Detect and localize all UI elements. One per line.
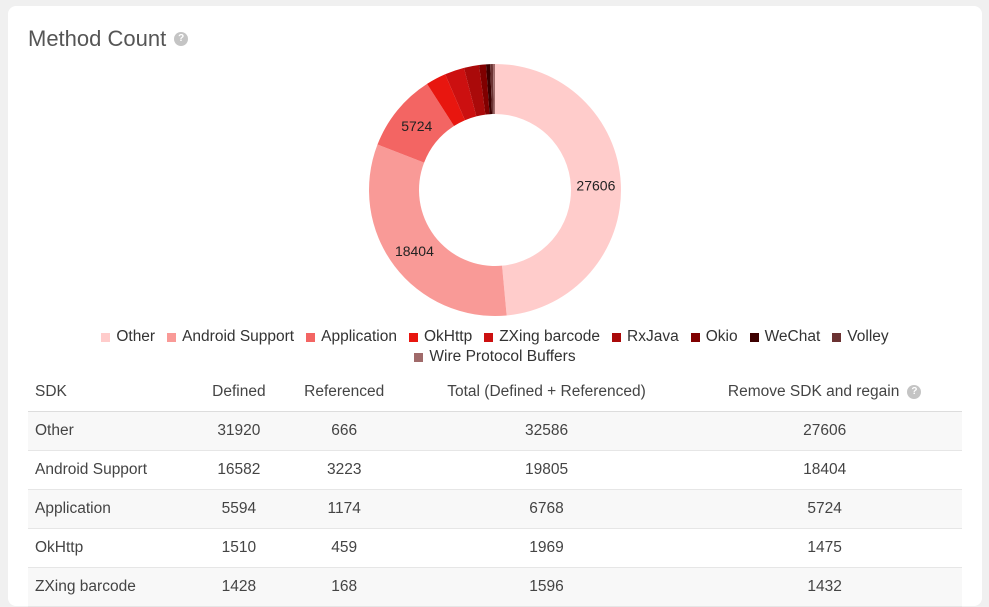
cell-referenced: 1174 bbox=[282, 489, 406, 529]
legend-item-application[interactable]: Application bbox=[306, 328, 397, 346]
cell-regain: 1475 bbox=[687, 528, 962, 568]
pie-slice-zxing-barcode[interactable] bbox=[445, 67, 477, 121]
cell-defined: 1428 bbox=[195, 567, 283, 607]
cell-defined: 16582 bbox=[195, 450, 283, 490]
cell-sdk: OkHttp bbox=[28, 528, 196, 568]
chart-legend: Other Android Support Application OkHttp ZXi… bbox=[68, 328, 922, 366]
col-header-sdk[interactable]: SDK bbox=[28, 372, 196, 412]
legend-label: Other bbox=[116, 328, 156, 345]
legend-item-okio[interactable]: Okio bbox=[690, 328, 738, 346]
pie-slice-application[interactable] bbox=[377, 83, 455, 163]
help-icon[interactable]: ? bbox=[907, 384, 922, 399]
col-header-defined[interactable]: Defined bbox=[195, 372, 283, 412]
legend-label: Wire Protocol Buffers bbox=[429, 348, 576, 365]
cell-sdk: Other bbox=[28, 411, 196, 451]
data-label-application: 5724 bbox=[401, 118, 432, 134]
pie-slice-okhttp[interactable] bbox=[427, 74, 465, 126]
legend-item-rxjava[interactable]: RxJava bbox=[612, 328, 679, 346]
help-icon[interactable]: ? bbox=[174, 32, 189, 46]
table-row: Application 5594 1174 6768 5724 bbox=[28, 489, 962, 529]
legend-item-other[interactable]: Other bbox=[101, 328, 155, 346]
legend-swatch bbox=[408, 332, 418, 342]
legend-swatch bbox=[414, 352, 424, 362]
data-label-android-support: 18404 bbox=[395, 243, 434, 259]
cell-referenced: 168 bbox=[282, 567, 406, 607]
legend-label: OkHttp bbox=[423, 328, 473, 345]
cell-total: 1596 bbox=[405, 567, 688, 607]
donut-chart-svg: 27606 18404 5724 bbox=[369, 64, 622, 316]
legend-swatch bbox=[832, 332, 842, 342]
col-header-remove-sdk-label: Remove SDK and regain bbox=[727, 382, 900, 400]
pie-slice-okio[interactable] bbox=[479, 64, 490, 115]
legend-swatch bbox=[101, 332, 111, 342]
legend-item-wire-protocol-buffers[interactable]: Wire Protocol Buffers bbox=[414, 348, 576, 366]
cell-total: 32586 bbox=[405, 411, 688, 451]
legend-swatch bbox=[306, 332, 316, 342]
col-header-referenced[interactable]: Referenced bbox=[282, 372, 406, 412]
cell-defined: 31920 bbox=[195, 411, 283, 451]
legend-label: RxJava bbox=[627, 328, 679, 345]
legend-swatch bbox=[690, 332, 700, 342]
cell-regain: 27606 bbox=[687, 411, 962, 451]
cell-total: 19805 bbox=[405, 450, 688, 490]
card-title-text: Method Count bbox=[28, 26, 167, 51]
card-title: Method Count ? bbox=[28, 26, 189, 52]
legend-label: Okio bbox=[705, 328, 738, 345]
cell-defined: 5594 bbox=[195, 489, 283, 529]
legend-swatch bbox=[484, 332, 494, 342]
legend-item-okhttp[interactable]: OkHttp bbox=[408, 328, 473, 346]
pie-slice-wire-protocol-buffers[interactable] bbox=[492, 64, 495, 115]
legend-swatch bbox=[612, 332, 621, 342]
col-header-remove-sdk[interactable]: Remove SDK and regain ? bbox=[687, 372, 962, 412]
cell-sdk: Application bbox=[28, 489, 196, 529]
cell-referenced: 459 bbox=[282, 528, 406, 568]
legend-item-android-support[interactable]: Android Support bbox=[167, 328, 294, 346]
col-header-total[interactable]: Total (Defined + Referenced) bbox=[405, 372, 688, 412]
cell-referenced: 666 bbox=[282, 411, 406, 451]
pie-slice-wechat[interactable] bbox=[485, 64, 493, 115]
cell-regain: 18404 bbox=[687, 450, 962, 490]
cell-defined: 1510 bbox=[195, 528, 283, 568]
cell-referenced: 3223 bbox=[282, 450, 406, 490]
cell-total: 6768 bbox=[405, 489, 688, 529]
legend-swatch bbox=[167, 332, 177, 342]
table-row: ZXing barcode 1428 168 1596 1432 bbox=[28, 567, 962, 607]
data-label-other: 27606 bbox=[576, 177, 615, 193]
legend-label: Application bbox=[321, 328, 397, 345]
cell-regain: 1432 bbox=[687, 567, 962, 607]
pie-slice-android-support[interactable] bbox=[369, 144, 507, 316]
legend-label: Android Support bbox=[182, 328, 295, 345]
legend-item-volley[interactable]: Volley bbox=[832, 328, 889, 346]
cell-sdk: ZXing barcode bbox=[28, 567, 196, 607]
legend-label: ZXing barcode bbox=[499, 328, 600, 345]
table-row: OkHttp 1510 459 1969 1475 bbox=[28, 528, 962, 568]
sdk-table: SDK Defined Referenced Total (Defined + … bbox=[28, 372, 962, 607]
pie-slice-volley[interactable] bbox=[490, 64, 494, 115]
legend-item-wechat[interactable]: WeChat bbox=[749, 328, 821, 346]
legend-label: WeChat bbox=[764, 328, 821, 345]
cell-sdk: Android Support bbox=[28, 450, 196, 490]
legend-swatch bbox=[749, 332, 759, 342]
table-row: Android Support 16582 3223 19805 18404 bbox=[28, 450, 962, 490]
method-count-card: Method Count ? 27606 18404 5724 Other Andro… bbox=[8, 6, 982, 607]
pie-slice-rxjava[interactable] bbox=[464, 65, 486, 117]
donut-chart: 27606 18404 5724 bbox=[8, 6, 982, 346]
legend-item-zxing-barcode[interactable]: ZXing barcode bbox=[484, 328, 600, 346]
table-header-row: SDK Defined Referenced Total (Defined + … bbox=[28, 372, 962, 412]
legend-label: Volley bbox=[847, 328, 889, 345]
table-row: Other 31920 666 32586 27606 bbox=[28, 411, 962, 451]
cell-regain: 5724 bbox=[687, 489, 962, 529]
cell-total: 1969 bbox=[405, 528, 688, 568]
pie-slice-other[interactable] bbox=[495, 64, 622, 316]
